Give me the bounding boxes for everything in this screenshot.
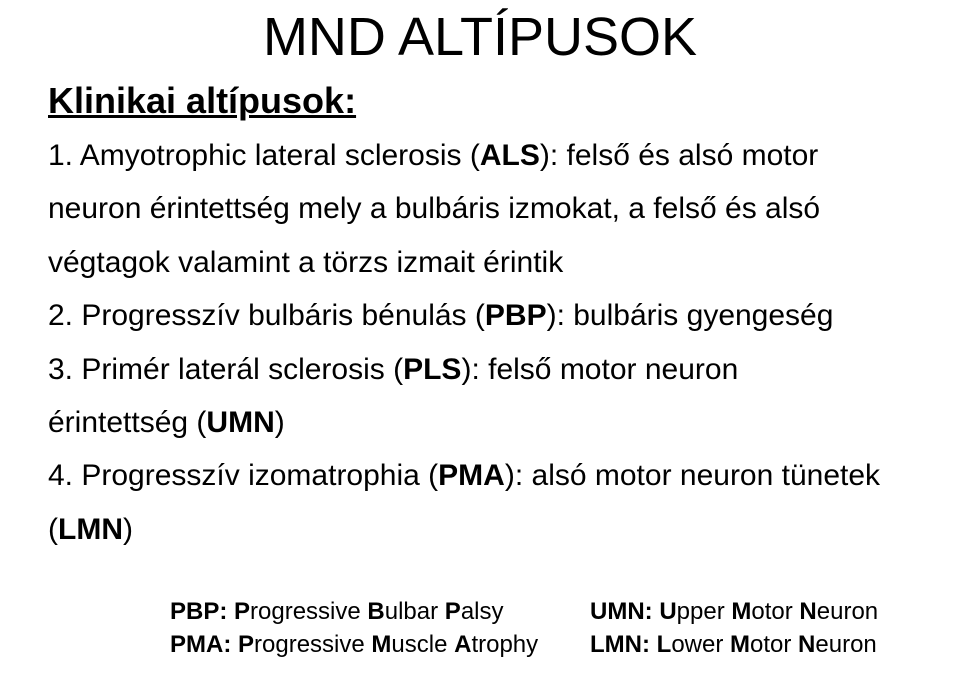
legend-b: P [445,598,461,625]
legend-pre: PMA: [170,631,238,658]
list-item: 4. Progresszív izomatrophia (PMA): alsó … [48,455,912,496]
paren-close: ) [275,406,285,439]
legend-t: alsy [461,598,504,625]
list-item-line: (LMN) [48,509,912,550]
list-item-line: neuron érintettség mely a bulbáris izmok… [48,188,912,229]
legend-pre: UMN: [590,598,659,625]
legend: PBP: Progressive Bulbar Palsy UMN: Upper… [170,596,900,661]
legend-b: M [731,598,751,625]
subheading: Klinikai altípusok: [48,80,356,122]
item-number: 1. [48,139,73,172]
legend-cell: UMN: Upper Motor Neuron [590,596,900,628]
legend-b: A [454,631,471,658]
legend-t: pper [677,598,732,625]
list-item: 1. Amyotrophic lateral sclerosis (ALS): … [48,135,912,176]
item-abbr: PLS [403,353,461,386]
legend-b: N [799,598,816,625]
item-abbr: PBP [485,299,547,332]
paren-open: ( [196,406,206,439]
legend-t: rogressive [250,598,367,625]
item-number: 3. [48,353,73,386]
legend-b: P [234,598,250,625]
legend-t: uscle [391,631,454,658]
legend-row: PBP: Progressive Bulbar Palsy UMN: Upper… [170,596,900,628]
legend-b: N [798,631,815,658]
legend-t: ower [671,631,730,658]
item-tail: ): felső és alsó motor [540,139,818,172]
item-number: 2. [48,299,73,332]
legend-t: euron [817,598,878,625]
legend-b: M [371,631,391,658]
item-line-abbr: LMN [58,513,123,546]
item-lead: Progresszív bulbáris bénulás ( [73,299,485,332]
legend-b: M [730,631,750,658]
legend-t: otor [751,598,799,625]
item-number: 4. [48,459,73,492]
item-tail: ): bulbáris gyengeség [547,299,834,332]
legend-t: otor [750,631,798,658]
list-item: 2. Progresszív bulbáris bénulás (PBP): b… [48,295,912,336]
legend-pre: PBP: [170,598,234,625]
legend-b: L [657,631,672,658]
item-abbr: ALS [480,139,540,172]
item-tail: ): alsó motor neuron tünetek [505,459,880,492]
legend-pre: LMN: [590,631,657,658]
legend-cell: LMN: Lower Motor Neuron [590,629,900,661]
item-lead: Progresszív izomatrophia ( [73,459,438,492]
list-item-line: végtagok valamint a törzs izmait érintik [48,242,912,283]
legend-t: euron [815,631,876,658]
item-lead: Amyotrophic lateral sclerosis ( [73,139,480,172]
paren-open: ( [48,513,58,546]
item-line-pre: érintettség [48,406,196,439]
legend-row: PMA: Progressive Muscle Atrophy LMN: Low… [170,629,900,661]
item-abbr: PMA [438,459,505,492]
legend-t: ulbar [385,598,445,625]
legend-b: P [238,631,254,658]
legend-cell: PBP: Progressive Bulbar Palsy [170,596,590,628]
item-tail: ): felső motor neuron [461,353,738,386]
item-lead: Primér laterál sclerosis ( [73,353,403,386]
paren-close: ) [123,513,133,546]
legend-b: U [659,598,676,625]
list-item-line: érintettség (UMN) [48,402,912,443]
legend-t: rogressive [254,631,371,658]
list-item: 3. Primér laterál sclerosis (PLS): felső… [48,349,912,390]
legend-cell: PMA: Progressive Muscle Atrophy [170,629,590,661]
legend-t: trophy [471,631,538,658]
slide: MND ALTÍPUSOK Klinikai altípusok: 1. Amy… [0,0,960,679]
legend-b: B [367,598,384,625]
body-text: 1. Amyotrophic lateral sclerosis (ALS): … [48,135,912,562]
slide-title: MND ALTÍPUSOK [0,6,960,68]
item-line-abbr: UMN [206,406,274,439]
